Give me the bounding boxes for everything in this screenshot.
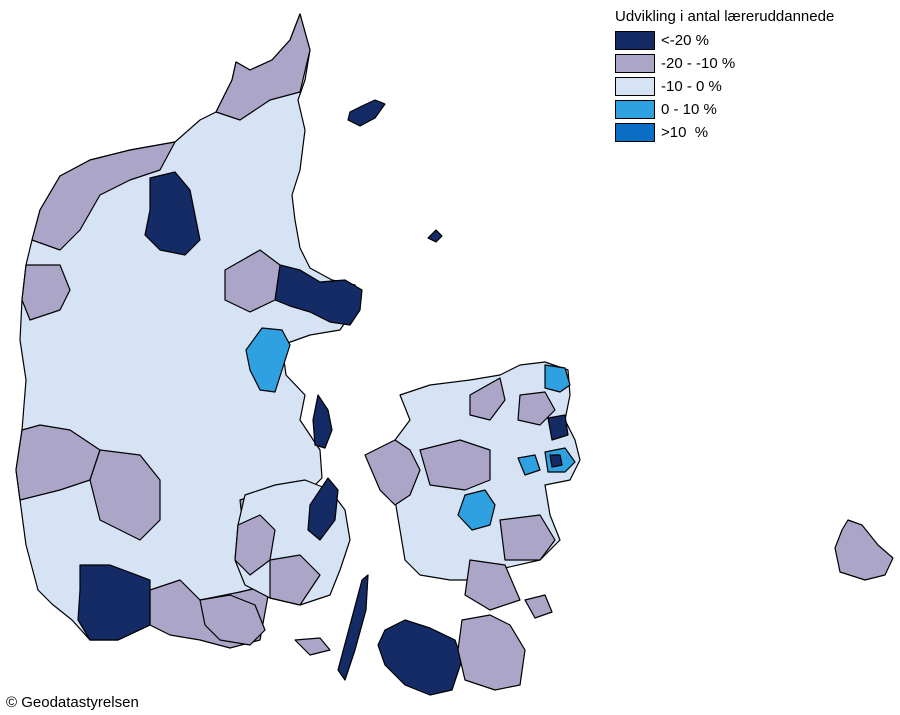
legend-swatch: [615, 123, 655, 142]
island-falster: [457, 614, 526, 691]
region-frederiksberg: [549, 454, 563, 468]
legend-label: <-20 %: [661, 32, 709, 49]
copyright-notice: © Geodatastyrelsen: [6, 694, 139, 711]
island-mon: [524, 594, 553, 619]
legend-item-1: <-20 %: [615, 29, 834, 52]
legend-swatch: [615, 77, 655, 96]
region-holbaek: [419, 439, 491, 491]
legend-label: -10 - 0 %: [661, 78, 722, 95]
island-anholt: [427, 229, 443, 243]
region-helsingor: [544, 364, 571, 393]
region-funen-south: [269, 554, 321, 606]
island-als: [199, 594, 266, 646]
region-vendsyssel: [215, 13, 311, 121]
island-aero: [294, 637, 331, 656]
legend-item-5: >10 %: [615, 121, 834, 144]
map-legend: Udvikling i antal læreruddannede <-20 % …: [615, 8, 834, 144]
legend-item-4: 0 - 10 %: [615, 98, 834, 121]
region-herning: [89, 449, 161, 541]
region-odsherred: [469, 377, 506, 421]
region-tonder: [77, 564, 151, 641]
legend-swatch: [615, 31, 655, 50]
legend-swatch: [615, 54, 655, 73]
legend-item-3: -10 - 0 %: [615, 75, 834, 98]
region-hillerod: [517, 391, 556, 426]
region-northwest: [21, 264, 71, 321]
region-kalundborg: [364, 439, 421, 506]
region-rudersdal: [547, 414, 569, 441]
legend-label: -20 - -10 %: [661, 55, 736, 72]
region-ringsted: [457, 489, 496, 531]
legend-swatch: [615, 100, 655, 119]
legend-label: 0 - 10 %: [661, 101, 717, 118]
island-samso: [312, 394, 333, 449]
region-aalborg: [144, 171, 201, 256]
region-djursland: [274, 264, 363, 326]
region-odense-north: [307, 477, 339, 541]
region-thy: [31, 141, 176, 251]
island-langeland: [337, 574, 369, 681]
region-aarhus: [245, 327, 291, 393]
region-mariager: [224, 249, 281, 313]
island-bornholm: [834, 519, 894, 581]
island-lolland: [377, 619, 463, 696]
legend-label: >10 %: [661, 124, 709, 141]
island-laeso: [347, 99, 386, 127]
legend-item-2: -20 - -10 %: [615, 52, 834, 75]
region-copenhagen-west: [517, 454, 541, 476]
region-naestved: [464, 559, 521, 611]
region-koge: [499, 514, 556, 561]
legend-title: Udvikling i antal læreruddannede: [615, 8, 835, 25]
